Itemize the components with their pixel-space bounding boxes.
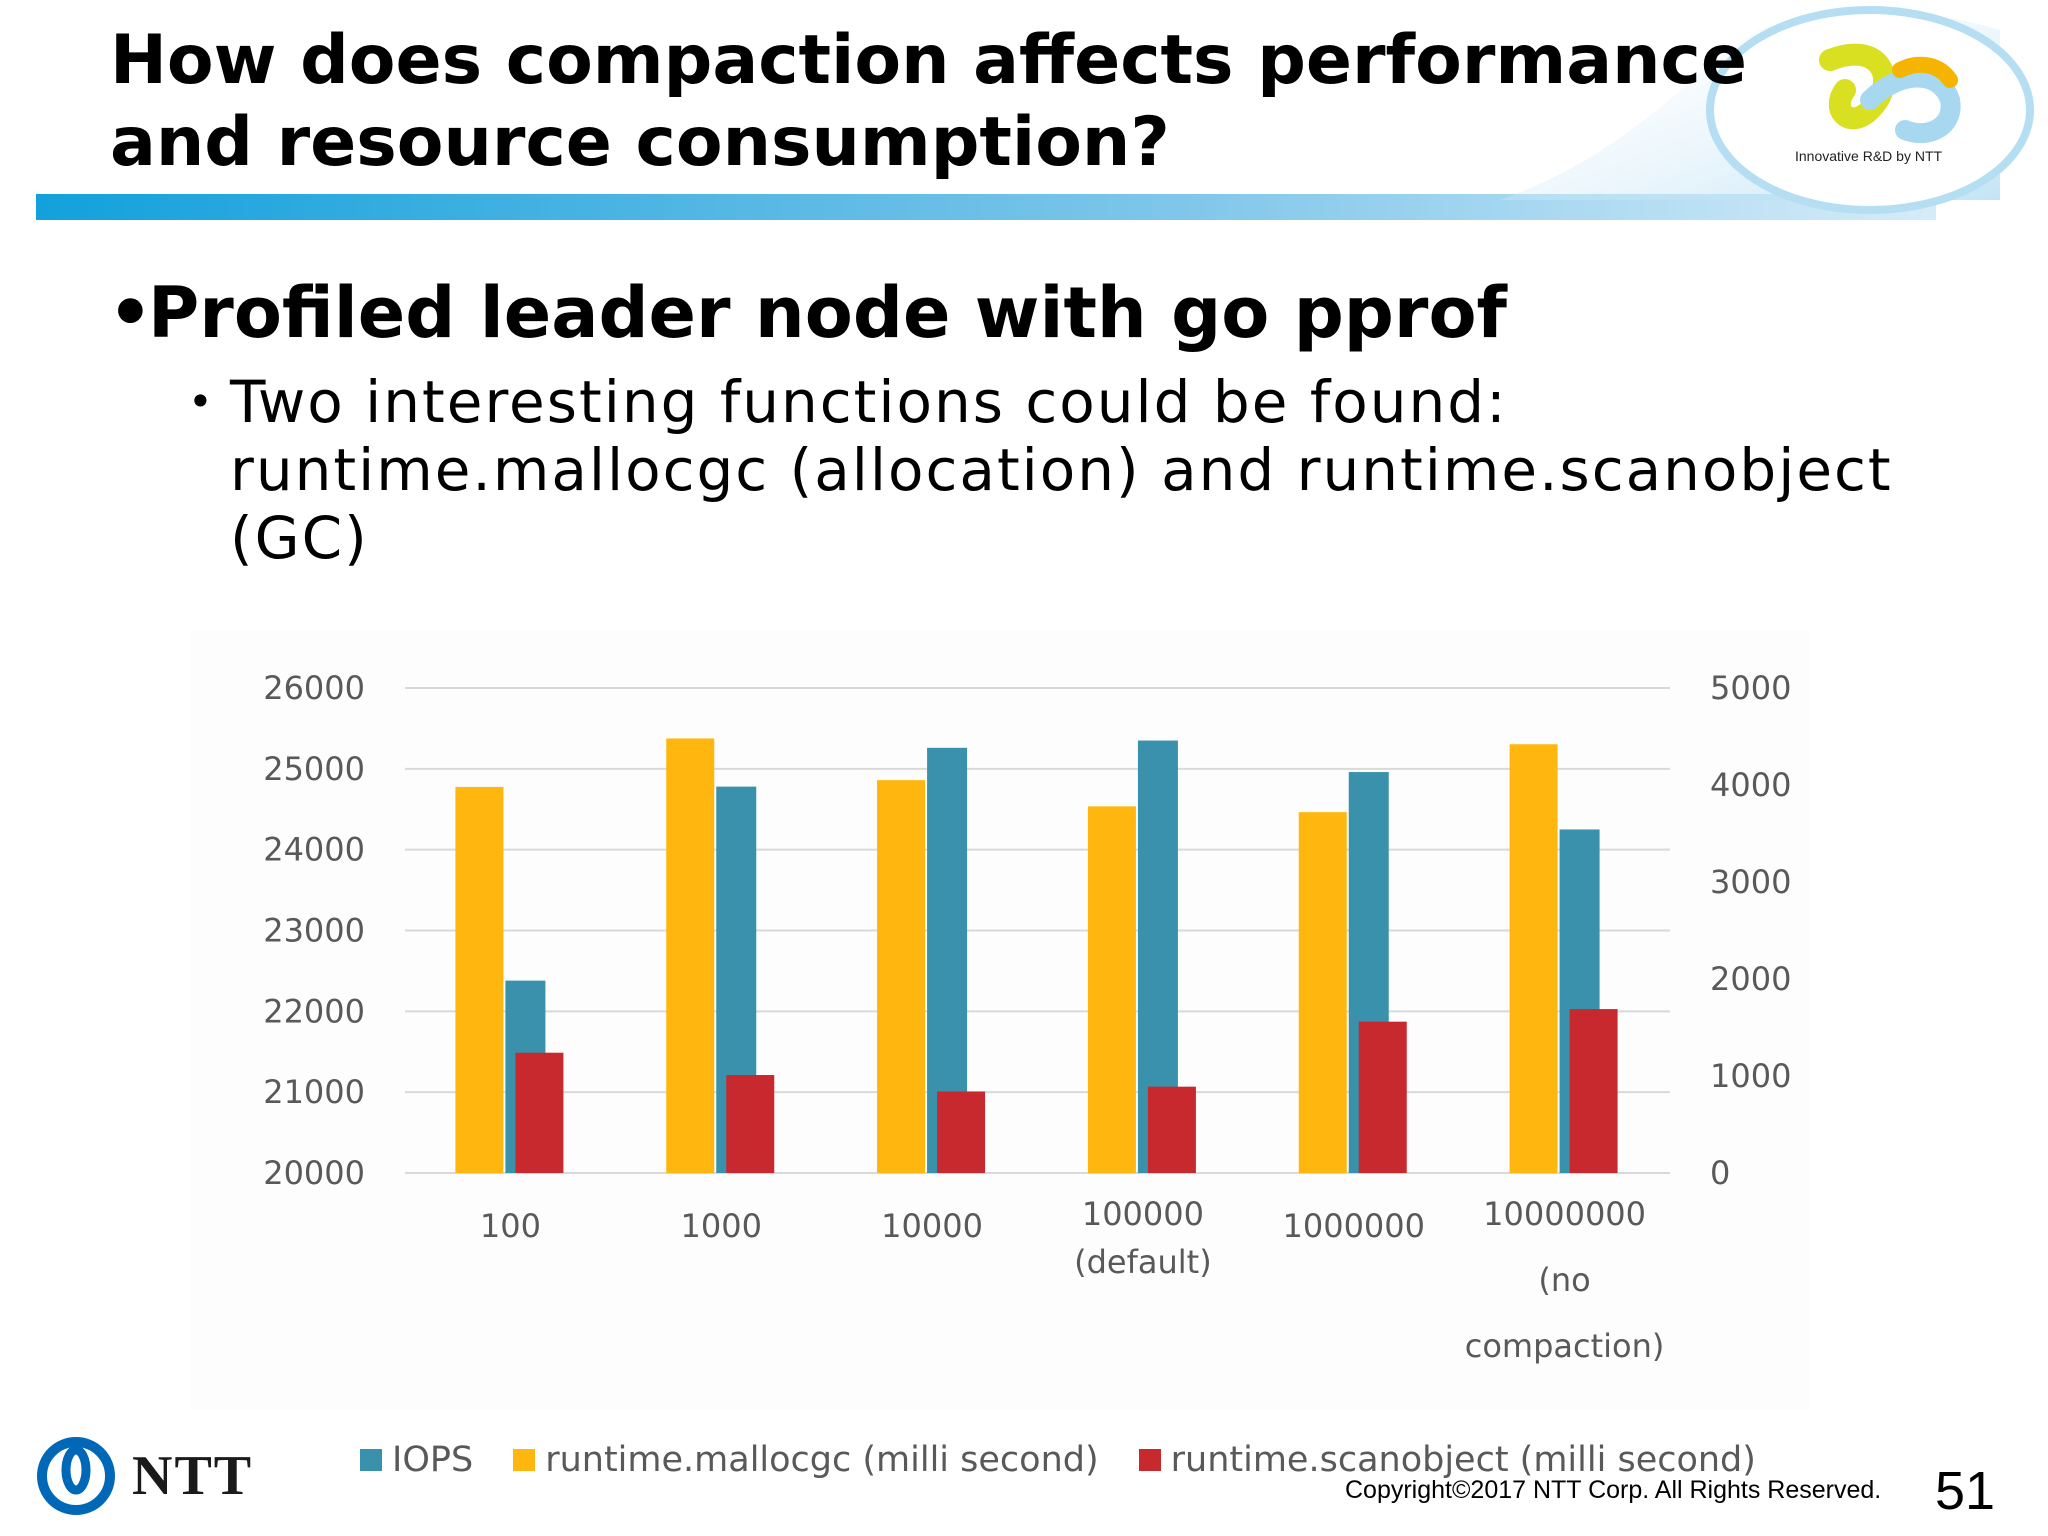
bullet-marker: • xyxy=(108,272,153,354)
x-category-label: 100 xyxy=(480,1207,541,1245)
bar-scanobject xyxy=(726,1075,775,1173)
legend-label-scanobject: runtime.scanobject (milli second) xyxy=(1170,1440,1756,1480)
bar-scanobject xyxy=(1147,1086,1196,1173)
main-bullet-text: Profiled leader node with go pprof xyxy=(148,272,1507,354)
bar-chart: 20000 21000 22000 23000 24000 25000 26000 0 1000… xyxy=(190,630,1810,1410)
legend-label-mallocgc: runtime.mallocgc (milli second) xyxy=(545,1440,1099,1480)
y-right-tick-label: 2000 xyxy=(1710,960,1791,998)
x-category-label: 1000000 xyxy=(1282,1207,1425,1245)
bar-mallocgc xyxy=(1509,744,1558,1173)
page-number: 51 xyxy=(1935,1461,1996,1521)
ntt-logo: NTT xyxy=(36,1436,253,1516)
y-left-tick-label: 25000 xyxy=(263,750,365,788)
bar-mallocgc xyxy=(455,786,504,1173)
y-right-tick-label: 0 xyxy=(1710,1154,1730,1192)
y-right-tick-label: 3000 xyxy=(1710,863,1791,901)
y-right-tick-label: 5000 xyxy=(1710,669,1791,707)
legend-label-iops: IOPS xyxy=(392,1440,474,1480)
ntt-logo-text: NTT xyxy=(132,1445,254,1507)
legend-swatch-scanobject xyxy=(1138,1449,1161,1471)
legend-item-scanobject: runtime.scanobject (milli second) xyxy=(1138,1440,1756,1480)
x-category-label: 1000 xyxy=(681,1207,762,1245)
x-category-label: (default) xyxy=(1074,1243,1212,1281)
y-left-tick-label: 24000 xyxy=(263,831,365,869)
legend-item-mallocgc: runtime.mallocgc (milli second) xyxy=(513,1440,1099,1480)
ntt-logo-icon xyxy=(37,1437,115,1515)
y-left-tick-label: 26000 xyxy=(263,669,365,707)
sub-bullet-text: Two interesting functions could be found… xyxy=(230,368,1893,572)
y-left-tick-label: 23000 xyxy=(263,912,365,950)
bar-mallocgc xyxy=(1298,812,1347,1173)
legend-swatch-iops xyxy=(360,1449,382,1471)
bar-scanobject xyxy=(1358,1021,1407,1173)
bar-mallocgc xyxy=(877,780,926,1173)
y-right-tick-label: 4000 xyxy=(1710,766,1791,804)
bar-scanobject xyxy=(1569,1009,1618,1173)
slide-title: How does compaction affects performance … xyxy=(110,21,1747,182)
ntt-rd-logo-icon xyxy=(1819,43,1961,144)
x-category-label: 10000000 xyxy=(1483,1195,1646,1233)
chart-legend: IOPS runtime.mallocgc (milli second) run… xyxy=(360,1440,1796,1480)
x-category-label: compaction) xyxy=(1465,1327,1665,1365)
legend-swatch-mallocgc xyxy=(513,1449,536,1471)
sub-bullet-marker: • xyxy=(188,377,215,426)
x-category-label: 10000 xyxy=(881,1207,983,1245)
logo-caption: Innovative R&D by NTT xyxy=(1795,148,1943,164)
x-category-label: 100000 xyxy=(1082,1195,1204,1233)
bar-scanobject xyxy=(515,1052,564,1173)
header-swoosh-decoration xyxy=(36,6,2034,220)
y-right-tick-label: 1000 xyxy=(1710,1057,1791,1095)
y-left-tick-label: 21000 xyxy=(263,1073,365,1111)
bar-mallocgc xyxy=(1087,806,1136,1173)
main-bullet: •Profiled leader node with go pprof xyxy=(108,268,1507,358)
bar-scanobject xyxy=(937,1091,986,1173)
bar-mallocgc xyxy=(666,738,715,1173)
x-category-label: (no xyxy=(1538,1261,1590,1299)
y-left-tick-label: 22000 xyxy=(263,992,365,1030)
y-left-tick-label: 20000 xyxy=(263,1154,365,1192)
legend-item-iops: IOPS xyxy=(360,1440,473,1480)
copyright-notice: Copyright©2017 NTT Corp. All Rights Rese… xyxy=(1345,1476,1882,1504)
